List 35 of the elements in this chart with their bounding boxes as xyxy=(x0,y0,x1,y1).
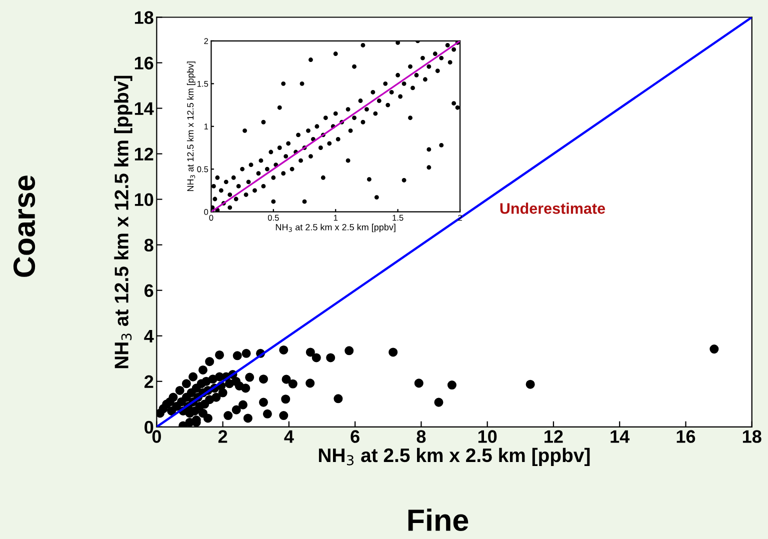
y-tick-label: 0.5 xyxy=(197,166,208,172)
y-axis-title: NH$_{3}$ at 12.5 km x 12.5 km [ppbv] xyxy=(114,76,132,368)
y-tick-label: 10 xyxy=(134,193,154,206)
x-tick-label: 4 xyxy=(284,430,294,443)
x-tick-label: 10 xyxy=(478,430,497,443)
y-tick-label: 1 xyxy=(204,124,208,130)
annotation: Underestimate xyxy=(500,202,606,214)
y-axis-title: NH$_{3}$ at 12.5 km x 12.5 km [ppbv] xyxy=(186,62,196,192)
y-tick-label: 4 xyxy=(144,330,154,342)
x-tick-label: 8 xyxy=(416,430,426,443)
x-tick-label: 18 xyxy=(742,430,762,443)
x-axis-title: NH$_{3}$ at 2.5 km x 2.5 km [ppbv] xyxy=(276,224,396,232)
y-tick-label: 2 xyxy=(144,375,154,388)
x-tick-label: 1 xyxy=(334,214,338,221)
y-tick-label: 18 xyxy=(134,11,154,24)
x-tick-label: 0.5 xyxy=(268,214,279,221)
x-tick-label: 1.5 xyxy=(392,214,404,221)
y-tick-label: 2 xyxy=(204,38,208,44)
y-tick-label: 1.5 xyxy=(197,80,208,87)
y-tick-label: 16 xyxy=(134,56,154,70)
x-tick-label: 16 xyxy=(676,430,696,443)
x-tick-label: 12 xyxy=(544,430,563,443)
y-tick-label: 12 xyxy=(134,148,154,160)
y-tick-label: 0 xyxy=(144,420,154,434)
y-tick-label: 8 xyxy=(144,238,154,252)
y-tick-label: 14 xyxy=(134,102,154,115)
x-tick-label: 6 xyxy=(350,430,360,443)
x-tick-label: 14 xyxy=(610,430,630,443)
y-tick-label: 6 xyxy=(144,284,154,298)
y-tick-label: 0 xyxy=(204,209,208,215)
x-axis-title: NH$_{3}$ at 2.5 km x 2.5 km [ppbv] xyxy=(318,448,590,466)
x-tick-label: 2 xyxy=(218,430,228,443)
text: Coarse xyxy=(13,176,36,277)
x-tick-label: 0 xyxy=(209,214,214,221)
text: Fine xyxy=(408,508,468,532)
